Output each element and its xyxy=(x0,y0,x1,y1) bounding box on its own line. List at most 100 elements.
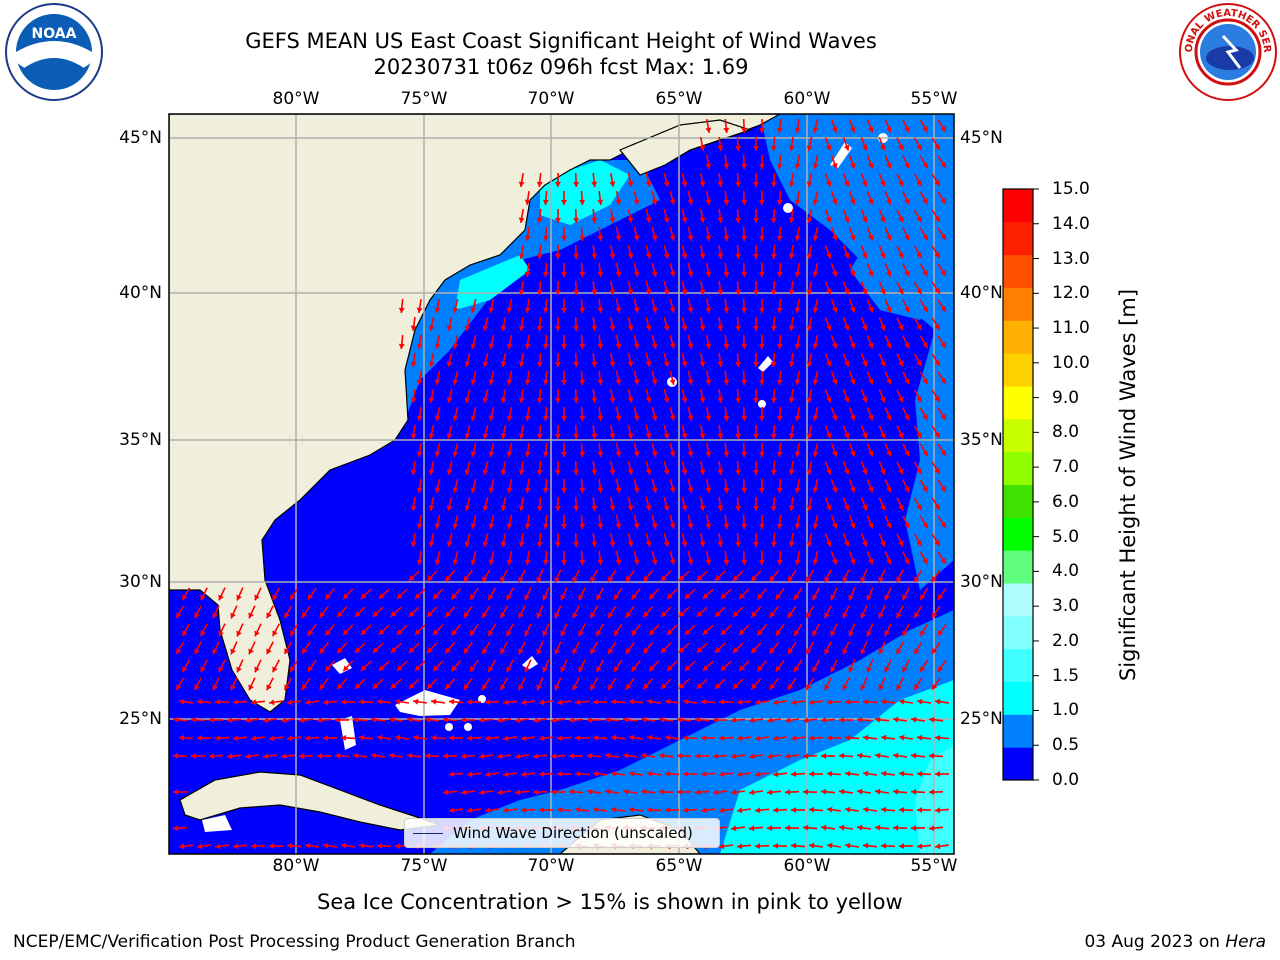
wave-direction-arrowhead xyxy=(717,289,724,295)
wave-direction-arrowhead xyxy=(503,699,509,706)
wave-direction-arrowhead xyxy=(937,593,944,600)
wave-direction-arrowhead xyxy=(627,433,634,439)
wave-direction-arrowhead xyxy=(849,342,856,349)
wave-direction-arrowhead xyxy=(290,594,296,600)
date-stamp: 03 Aug 2023 on Hera xyxy=(1084,932,1266,952)
wave-direction-arrowhead xyxy=(687,343,694,349)
wave-direction-arrowhead xyxy=(569,753,574,759)
colorbar-swatch xyxy=(1003,550,1033,584)
colorbar-swatch xyxy=(1003,747,1033,781)
wave-direction-arrowhead xyxy=(806,469,813,475)
wave-direction-arrowhead xyxy=(940,414,946,420)
wave-direction-arrowhead xyxy=(434,559,441,565)
colorbar xyxy=(1003,188,1039,781)
wave-direction-arrowhead xyxy=(713,717,718,723)
wave-direction-arrowhead xyxy=(751,611,757,618)
wave-direction-arrowhead xyxy=(470,343,477,349)
wave-direction-arrowhead xyxy=(609,397,616,403)
wave-direction-arrowhead xyxy=(561,416,567,421)
wave-direction-arrowhead xyxy=(665,807,670,813)
wave-direction-arrowhead xyxy=(702,593,709,599)
wave-direction-arrowhead xyxy=(803,753,809,760)
wave-direction-arrowhead xyxy=(627,217,634,223)
wave-direction-arrowhead xyxy=(785,789,791,796)
legend-line-icon xyxy=(413,832,443,834)
wave-direction-arrowhead xyxy=(935,807,941,814)
wave-direction-arrowhead xyxy=(791,735,797,742)
wave-direction-arrowhead xyxy=(467,771,473,778)
wave-direction-arrowhead xyxy=(573,433,580,439)
wave-direction-arrowhead xyxy=(669,199,676,205)
wave-direction-arrowhead xyxy=(506,487,513,493)
wave-direction-arrowhead xyxy=(940,126,946,132)
wave-direction-arrowhead xyxy=(608,648,614,654)
wave-direction-arrowhead xyxy=(609,361,616,367)
wave-direction-arrowhead xyxy=(212,612,218,619)
wave-direction-arrowhead xyxy=(741,127,748,133)
wave-direction-arrowhead xyxy=(482,397,489,403)
wave-direction-arrowhead xyxy=(940,378,946,384)
wave-direction-arrowhead xyxy=(524,343,531,349)
wave-direction-arrowhead xyxy=(627,289,634,295)
wave-direction-arrowhead xyxy=(788,541,795,547)
wave-direction-arrowhead xyxy=(663,253,670,259)
wave-direction-arrowhead xyxy=(627,541,634,547)
wave-direction-arrowhead xyxy=(929,752,935,759)
wave-direction-arrowhead xyxy=(627,469,634,475)
wave-direction-arrowhead xyxy=(843,360,850,367)
wave-direction-arrowhead xyxy=(687,271,694,277)
wave-direction-arrowhead xyxy=(739,593,745,599)
wave-direction-arrowhead xyxy=(266,612,272,619)
wave-direction-arrowhead xyxy=(633,307,640,313)
lat-label-right: 45°N xyxy=(960,128,1003,148)
wave-direction-arrowhead xyxy=(770,289,777,295)
wave-direction-arrowhead xyxy=(878,684,884,691)
wave-direction-arrowhead xyxy=(886,378,892,385)
wave-direction-arrowhead xyxy=(287,699,293,706)
wave-direction-arrowhead xyxy=(755,699,761,706)
wave-direction-arrowhead xyxy=(573,253,580,259)
wave-direction-arrowhead xyxy=(230,684,236,691)
wave-direction-arrowhead xyxy=(705,127,712,133)
wave-direction-arrowhead xyxy=(791,842,797,849)
wave-direction-arrowhead xyxy=(554,361,561,367)
wave-direction-arrowhead xyxy=(428,505,435,511)
wave-direction-arrowhead xyxy=(470,487,477,493)
wave-direction-arrowhead xyxy=(878,648,884,655)
colorbar-swatch xyxy=(1003,681,1033,715)
wave-direction-arrowhead xyxy=(536,612,542,619)
wave-direction-arrowhead xyxy=(305,842,311,849)
wave-direction-arrowhead xyxy=(464,469,471,475)
wave-direction-arrowhead xyxy=(651,451,658,457)
wave-direction-arrowhead xyxy=(741,307,748,313)
wave-direction-arrowhead xyxy=(645,181,652,187)
lat-label-left: 40°N xyxy=(119,283,162,303)
wave-direction-arrowhead xyxy=(809,771,814,777)
colorbar-swatch xyxy=(1003,353,1033,387)
wave-direction-arrowhead xyxy=(922,414,928,421)
wave-direction-arrowhead xyxy=(911,716,917,723)
wave-direction-arrowhead xyxy=(699,289,706,295)
lon-label-bottom: 55°W xyxy=(910,856,958,876)
wave-direction-arrowhead xyxy=(605,752,611,759)
wave-direction-arrowhead xyxy=(735,469,742,475)
wave-direction-arrowhead xyxy=(770,181,777,187)
wave-direction-arrowhead xyxy=(934,252,940,258)
wave-direction-arrowhead xyxy=(337,647,343,654)
wave-direction-arrowhead xyxy=(287,842,293,849)
wave-direction-arrowhead xyxy=(591,181,598,187)
wave-direction-arrowhead xyxy=(896,612,902,619)
wave-direction-arrowhead xyxy=(661,611,667,617)
wave-direction-arrowhead xyxy=(886,558,892,565)
wave-direction-arrowhead xyxy=(687,559,694,565)
lat-label-right: 25°N xyxy=(960,709,1003,729)
wave-direction-arrowhead xyxy=(542,451,549,457)
wave-direction-arrowhead xyxy=(914,612,920,618)
wave-direction-arrowhead xyxy=(629,698,635,705)
wave-direction-arrowhead xyxy=(825,432,832,439)
wave-direction-arrowhead xyxy=(524,630,530,637)
wave-direction-arrowhead xyxy=(464,397,471,403)
wave-direction-arrowhead xyxy=(609,469,616,475)
wave-direction-arrowhead xyxy=(506,594,512,601)
wave-direction-arrowhead xyxy=(934,216,940,222)
